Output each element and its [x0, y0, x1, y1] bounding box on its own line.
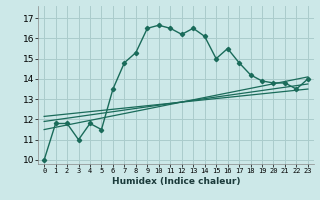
X-axis label: Humidex (Indice chaleur): Humidex (Indice chaleur) [112, 177, 240, 186]
